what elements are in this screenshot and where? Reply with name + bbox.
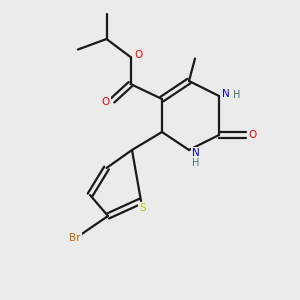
Text: Br: Br [69, 233, 81, 243]
Text: N: N [222, 89, 230, 99]
Text: N: N [192, 148, 200, 158]
Text: O: O [248, 130, 257, 140]
Text: O: O [135, 50, 143, 61]
Text: S: S [139, 202, 146, 213]
Text: H: H [192, 158, 199, 168]
Text: H: H [233, 89, 240, 100]
Text: O: O [102, 97, 110, 107]
